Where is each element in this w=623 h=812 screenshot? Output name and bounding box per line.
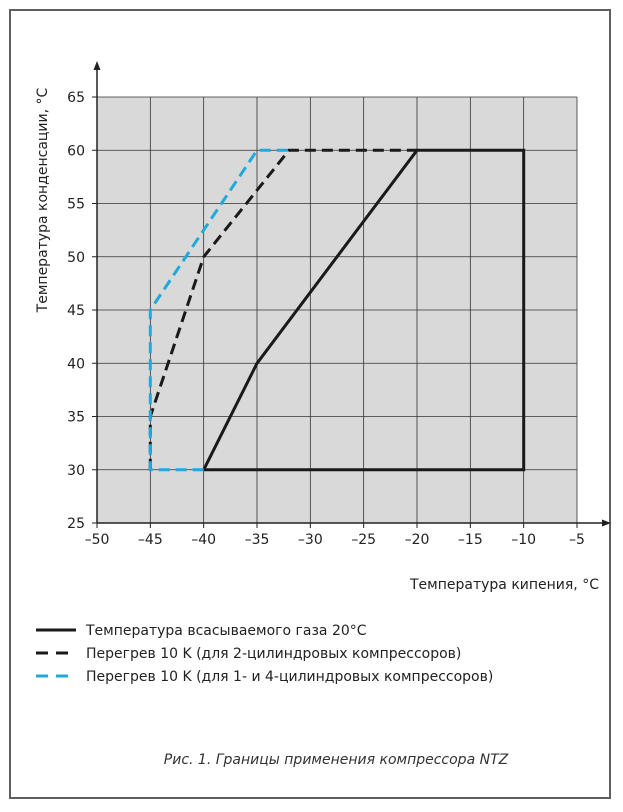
- plot-area: [97, 96, 578, 523]
- y-axis-title: Температура конденсации, °C: [35, 87, 51, 313]
- x-tick-label: –15: [458, 532, 483, 548]
- x-tick-label: –20: [405, 532, 430, 548]
- legend-item-1: Температура всасываемого газа 20°C: [36, 623, 367, 639]
- x-tick-label: –10: [511, 532, 536, 548]
- y-axis-arrow-icon: [93, 61, 101, 70]
- x-tick-label: –45: [138, 532, 163, 548]
- x-axis-title: Температура кипения, °C: [409, 577, 599, 593]
- y-tick-label: 25: [67, 516, 85, 532]
- legend-label: Перегрев 10 K (для 1- и 4-цилиндровых ко…: [86, 669, 493, 685]
- y-tick-labels: 25 30 35 40 45 50 55 60 65: [67, 90, 97, 532]
- series-line-1: [202, 148, 526, 472]
- legend-label: Температура всасываемого газа 20°C: [85, 623, 367, 639]
- x-tick-label: –5: [569, 532, 585, 548]
- x-tick-label: –25: [351, 532, 376, 548]
- legend-item-3: Перегрев 10 K (для 1- и 4-цилиндровых ко…: [36, 669, 493, 685]
- x-tick-label: –50: [85, 532, 110, 548]
- y-tick-label: 50: [67, 250, 85, 266]
- legend-label: Перегрев 10 K (для 2-цилиндровых компрес…: [86, 646, 461, 662]
- x-tick-labels: –50 –45 –40 –35 –30 –25 –20 –15 –10 –5: [85, 523, 585, 548]
- legend: Температура всасываемого газа 20°C Перегр…: [36, 623, 493, 685]
- series-lines: [148, 148, 526, 472]
- x-axis-arrow-icon: [602, 519, 611, 527]
- legend-item-2: Перегрев 10 K (для 2-цилиндровых компрес…: [36, 646, 461, 662]
- y-tick-label: 55: [67, 197, 85, 213]
- y-tick-label: 30: [67, 463, 85, 479]
- x-tick-label: –35: [245, 532, 270, 548]
- x-tick-label: –30: [298, 532, 323, 548]
- axes: –50 –45 –40 –35 –30 –25 –20 –15 –10 –5 25 30 35 40 45…: [67, 61, 611, 548]
- y-tick-label: 65: [67, 90, 85, 106]
- series-line-3: [148, 148, 289, 472]
- y-tick-label: 35: [67, 410, 85, 426]
- y-tick-label: 60: [67, 143, 85, 159]
- y-tick-label: 45: [67, 303, 85, 319]
- figure-caption: Рис. 1. Границы применения компрессора N…: [164, 752, 509, 768]
- x-tick-label: –40: [191, 532, 216, 548]
- y-tick-label: 40: [67, 356, 85, 372]
